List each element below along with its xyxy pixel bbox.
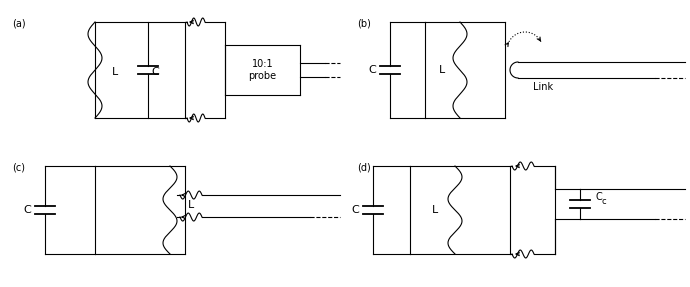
Text: (d): (d) <box>357 162 371 172</box>
Text: C: C <box>23 205 31 215</box>
Text: (c): (c) <box>12 162 25 172</box>
Text: probe: probe <box>248 71 277 81</box>
Text: L: L <box>432 205 438 215</box>
Text: L: L <box>112 67 118 77</box>
Text: C: C <box>151 67 159 77</box>
Text: L: L <box>188 200 195 210</box>
Text: L: L <box>439 65 445 75</box>
Text: (a): (a) <box>12 18 26 28</box>
Text: C: C <box>595 192 602 202</box>
Text: 10:1: 10:1 <box>252 59 273 69</box>
Text: C: C <box>368 65 376 75</box>
Text: Link: Link <box>533 82 553 92</box>
Text: c: c <box>602 197 607 205</box>
Text: C: C <box>351 205 359 215</box>
Text: (b): (b) <box>357 18 371 28</box>
